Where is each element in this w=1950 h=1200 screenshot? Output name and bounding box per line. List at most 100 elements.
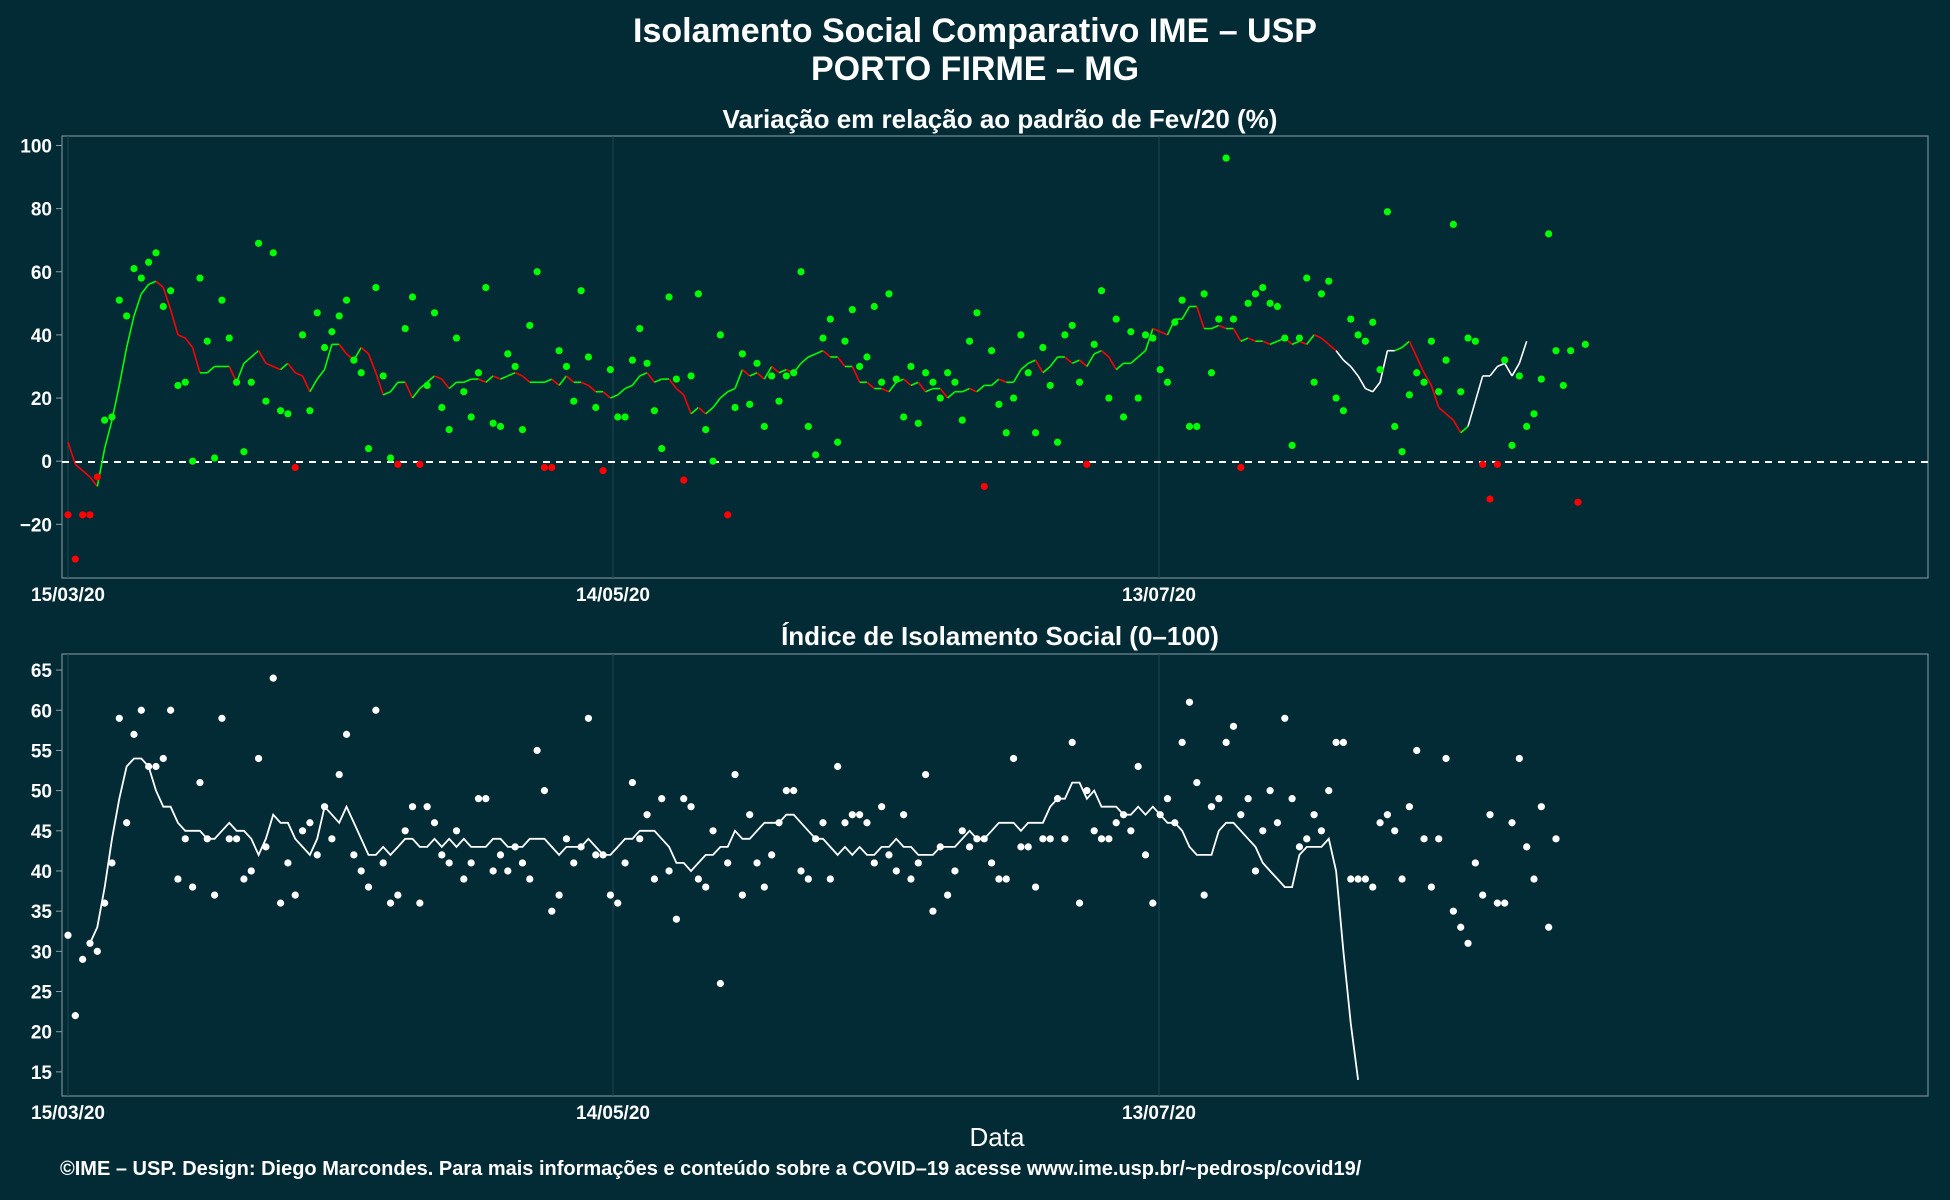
footer-credits: ©IME – USP. Design: Diego Marcondes. Par… (60, 1158, 1362, 1180)
bottom-data-point (1325, 787, 1333, 795)
top-data-point (130, 265, 138, 273)
top-ma-segment (1196, 306, 1205, 329)
chart-title-line1: Isolamento Social Comparativo IME – USP (633, 12, 1317, 50)
top-panel-grid (67, 136, 1160, 578)
top-ma-segment (1232, 328, 1242, 342)
top-x-tick-label: 15/03/20 (31, 585, 105, 606)
top-ma-segment (654, 378, 663, 383)
bottom-data-point (181, 835, 189, 843)
top-data-point (1405, 391, 1413, 399)
bottom-data-point (980, 835, 988, 843)
top-data-point (218, 296, 226, 304)
top-data-point (1449, 220, 1457, 228)
bottom-data-point (1435, 835, 1443, 843)
top-data-point (1339, 407, 1348, 415)
top-data-point (1039, 343, 1047, 352)
bottom-data-point (856, 811, 864, 819)
bottom-data-point (504, 867, 512, 875)
top-data-point (716, 331, 724, 339)
bottom-data-point (357, 867, 365, 875)
top-ma-segment (551, 378, 560, 387)
bottom-y-tick-label: 15 (31, 1063, 53, 1084)
bottom-data-point (518, 859, 527, 867)
bottom-data-point (812, 835, 820, 843)
bottom-data-point (174, 875, 182, 883)
top-ma-segment (1086, 353, 1095, 367)
top-data-point (379, 372, 387, 380)
bottom-data-point (1068, 738, 1076, 747)
top-ma-segment (903, 378, 912, 387)
top-data-point (951, 378, 959, 386)
bottom-data-point (1464, 939, 1472, 947)
bottom-data-point (452, 827, 461, 835)
bottom-data-point (731, 770, 739, 779)
top-data-point (1376, 366, 1384, 374)
bottom-data-point (320, 803, 329, 811)
bottom-data-point (467, 859, 475, 867)
top-x-tick-label: 13/07/20 (1122, 585, 1196, 606)
top-data-point (592, 403, 600, 412)
bottom-panel-grid (67, 654, 1160, 1096)
top-data-point (438, 403, 446, 412)
top-data-point (1508, 441, 1516, 449)
top-ma-segment (1452, 419, 1462, 434)
top-data-point (1244, 299, 1252, 307)
bottom-data-point (1310, 811, 1318, 819)
top-ma-segment (434, 375, 443, 380)
bottom-data-point (1134, 762, 1142, 771)
top-data-point (460, 388, 468, 396)
top-ma-segment (280, 362, 289, 371)
bottom-data-point (1317, 827, 1326, 835)
top-data-point (240, 448, 248, 456)
top-ma-segment (631, 375, 641, 386)
bottom-data-point (1391, 827, 1399, 835)
top-data-point (856, 362, 864, 371)
bottom-data-point (1471, 859, 1479, 867)
top-data-point (335, 312, 343, 320)
top-data-point (841, 337, 849, 345)
top-ma-segment (719, 391, 729, 399)
bottom-data-point (1405, 803, 1413, 811)
top-ma-segment (881, 387, 890, 393)
top-ma-segment (375, 372, 384, 396)
bottom-data-point (1442, 754, 1450, 763)
top-panel-moving-average (67, 280, 1528, 487)
top-ma-segment (1108, 356, 1117, 371)
bottom-data-point (716, 979, 724, 988)
top-data-point (189, 457, 197, 465)
top-data-point (1017, 331, 1025, 339)
top-data-point (672, 375, 680, 383)
top-data-point (1090, 340, 1098, 348)
top-data-point (526, 321, 534, 330)
top-data-point (797, 268, 805, 276)
bottom-y-tick-label: 45 (31, 822, 53, 843)
top-data-point (863, 353, 871, 361)
bottom-data-point (394, 891, 402, 899)
bottom-data-point (1420, 835, 1428, 843)
top-data-point (922, 369, 930, 377)
top-data-point (819, 334, 827, 342)
top-ma-segment (749, 372, 758, 377)
top-ma-segment (1357, 375, 1367, 389)
top-ma-segment (1042, 365, 1051, 374)
top-data-point (108, 413, 116, 421)
top-y-tick-label: 60 (31, 263, 52, 284)
top-data-point (1237, 463, 1245, 472)
top-data-point (1457, 388, 1465, 396)
top-data-point (474, 369, 483, 377)
top-ma-segment (1497, 362, 1505, 368)
top-data-point (167, 287, 175, 295)
top-data-point (760, 422, 768, 431)
top-data-point (1295, 334, 1304, 342)
bottom-data-point (218, 714, 226, 722)
top-ma-segment (287, 362, 296, 374)
top-data-point (1097, 287, 1106, 295)
top-data-point (826, 315, 834, 323)
bottom-data-point (599, 851, 607, 859)
top-ma-segment (507, 372, 516, 377)
bottom-data-point (540, 787, 549, 795)
top-ma-segment (1313, 334, 1322, 339)
top-data-point (1493, 460, 1501, 468)
bottom-data-point (298, 827, 307, 835)
